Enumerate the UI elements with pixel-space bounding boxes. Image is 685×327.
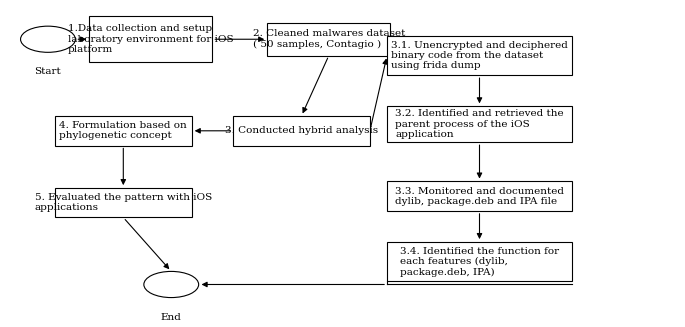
- Text: 3.2. Identified and retrieved the
parent process of the iOS
application: 3.2. Identified and retrieved the parent…: [395, 109, 564, 139]
- FancyBboxPatch shape: [89, 16, 212, 62]
- Text: 3. Conducted hybrid analysis: 3. Conducted hybrid analysis: [225, 126, 378, 135]
- Text: 3.4. Identified the function for
each features (dylib,
package.deb, IPA): 3.4. Identified the function for each fe…: [400, 247, 559, 277]
- Text: End: End: [161, 313, 182, 322]
- FancyBboxPatch shape: [387, 181, 572, 211]
- Text: 3.1. Unencrypted and deciphered
binary code from the dataset
using frida dump: 3.1. Unencrypted and deciphered binary c…: [391, 41, 568, 71]
- Text: 4. Formulation based on
phylogenetic concept: 4. Formulation based on phylogenetic con…: [60, 121, 187, 141]
- FancyBboxPatch shape: [387, 36, 572, 75]
- FancyBboxPatch shape: [55, 188, 192, 217]
- FancyBboxPatch shape: [233, 116, 370, 146]
- Text: 1.Data collection and setup
laboratory environment for iOS
platform: 1.Data collection and setup laboratory e…: [68, 24, 234, 54]
- FancyBboxPatch shape: [387, 242, 572, 281]
- Text: 2. Cleaned malwares dataset
( 50 samples, Contagio ): 2. Cleaned malwares dataset ( 50 samples…: [253, 29, 405, 49]
- FancyBboxPatch shape: [55, 116, 192, 146]
- Text: 5. Evaluated the pattern with iOS
applications: 5. Evaluated the pattern with iOS applic…: [35, 193, 212, 213]
- Text: 3.3. Monitored and documented
dylib, package.deb and IPA file: 3.3. Monitored and documented dylib, pac…: [395, 186, 564, 206]
- FancyBboxPatch shape: [387, 106, 572, 142]
- FancyBboxPatch shape: [267, 23, 390, 56]
- Text: Start: Start: [34, 67, 62, 77]
